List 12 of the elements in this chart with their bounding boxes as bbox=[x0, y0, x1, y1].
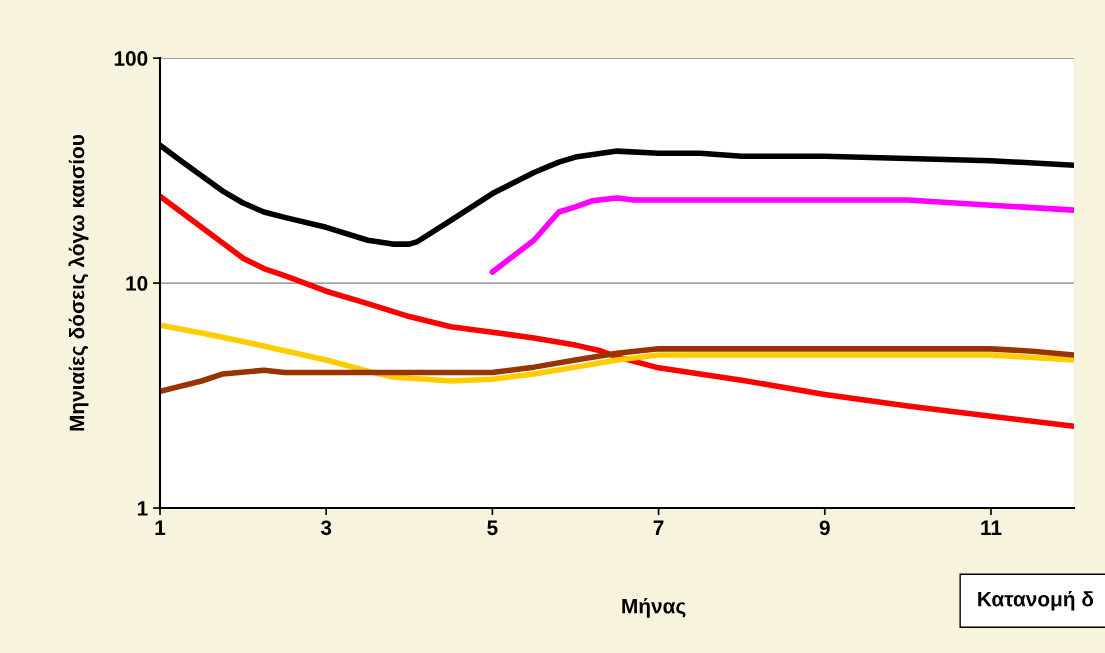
y-tick-label: 100 bbox=[114, 51, 148, 66]
text: Κατανομή δ bbox=[978, 590, 1094, 611]
x-tick-label: 1 bbox=[155, 520, 166, 535]
x-tick-label: 3 bbox=[320, 520, 332, 536]
y-tick-label: 10 bbox=[126, 276, 148, 291]
y-axis-title: Μηνιαίες δόσεις λόγω καισίου bbox=[68, 134, 89, 431]
y-tick-label: 1 bbox=[137, 501, 148, 516]
x-axis-title: Μήνας bbox=[622, 598, 686, 618]
x-tick-label: 11 bbox=[981, 520, 1002, 535]
x-tick-label: 9 bbox=[819, 520, 830, 536]
x-tick-label: 5 bbox=[487, 520, 498, 536]
x-tick-label: 7 bbox=[653, 520, 664, 535]
